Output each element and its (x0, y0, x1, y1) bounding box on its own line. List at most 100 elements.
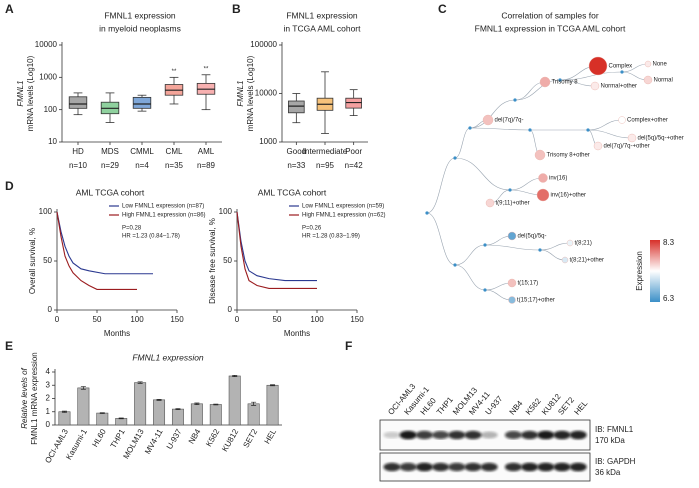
tree-edge (539, 242, 571, 251)
blot-band (448, 462, 466, 472)
node-label: t(15;17)+other (517, 298, 555, 304)
tree-junction (453, 156, 457, 160)
error-bar (61, 410, 67, 413)
bar (58, 411, 71, 426)
x-tick-label: AML (198, 147, 215, 156)
n-label: n=42 (345, 161, 364, 170)
chart-title: FMNL1 expression in TCGA AML cohort (475, 23, 626, 33)
panel-label: A (5, 2, 14, 16)
tree-node (588, 56, 608, 76)
lane-label: K562 (524, 396, 543, 417)
chart-title: AML TCGA cohort (76, 187, 145, 197)
tree-node (566, 239, 574, 247)
x-tick-label: NB4 (187, 427, 203, 445)
tree-node (590, 81, 600, 91)
lane-label: NB4 (508, 399, 525, 417)
tree-node (485, 198, 495, 208)
tree-edge (454, 127, 471, 159)
x-tick-label: 0 (55, 315, 60, 324)
tree-junction (528, 128, 532, 132)
legend-label: Low FMNL1 expression (n=59) (302, 204, 384, 210)
tree-edge (539, 249, 566, 261)
tree-node (536, 188, 550, 202)
tree-junction (620, 70, 624, 74)
blot-band (553, 462, 571, 472)
box (288, 100, 305, 114)
node-label: Trisomy 8+other (547, 153, 590, 159)
error-bar (80, 386, 86, 390)
blot-band (504, 462, 522, 472)
blot-band (448, 430, 466, 440)
chart-title: in myeloid neoplasms (99, 23, 181, 33)
bar (171, 408, 184, 426)
node-label: inv(16) (549, 176, 567, 182)
x-tick-label: 50 (93, 315, 102, 324)
node-label: Trisomy 8 (552, 80, 579, 86)
panel-label: E (5, 339, 13, 353)
tree-node (508, 296, 516, 304)
x-tick-label: 100 (310, 315, 324, 324)
y-tick-label: 4 (46, 367, 51, 376)
node-label: del(7q)/7q-+other (604, 144, 650, 150)
x-tick-label: Intermediate (303, 147, 348, 156)
x-tick-label: U-937 (165, 427, 184, 451)
tree-edge (469, 99, 516, 129)
legend-label: Low FMNL1 expression (n=87) (122, 204, 204, 210)
y-tick-label: 3 (46, 380, 51, 389)
y-tick-label: 10000 (255, 89, 278, 98)
bar (209, 404, 222, 426)
box (68, 96, 88, 109)
blot-band (464, 462, 482, 472)
bar (190, 403, 203, 426)
x-tick-label: 0 (235, 315, 240, 324)
survival-curve (236, 211, 317, 289)
panel-label: B (232, 2, 241, 16)
tree-junction (538, 248, 542, 252)
node-label: del(5q)/5q- (518, 234, 547, 240)
tree-edge (509, 177, 544, 191)
node-label: t(15;17) (518, 281, 539, 287)
x-tick-label: HL60 (90, 427, 108, 449)
colorbar-min: 6.3 (663, 294, 675, 303)
tree-node (539, 76, 551, 88)
tree-junction (508, 188, 512, 192)
y-tick-label: 50 (223, 256, 232, 265)
n-label: n=89 (197, 161, 216, 170)
annotation: P=0.28 (122, 226, 142, 232)
tree-node (534, 149, 546, 161)
error-bar (251, 401, 257, 406)
antibody-label: IB: GAPDH (595, 457, 636, 466)
tree-node (482, 114, 494, 126)
x-tick-label: 150 (350, 315, 364, 324)
chart-title: Correlation of samples for (501, 10, 598, 20)
chart-title: FMNL1 expression (104, 10, 176, 20)
x-tick-label: KU812 (220, 427, 240, 453)
tree-node (507, 231, 517, 241)
y-axis-label: Disease free survival, % (208, 218, 217, 304)
panel-label: D (5, 179, 14, 193)
tree-edge (559, 71, 623, 81)
n-label: n=35 (165, 161, 184, 170)
panel-label: C (438, 2, 447, 16)
x-tick-label: Good (287, 147, 307, 156)
tree-junction (425, 211, 429, 215)
bar (153, 399, 166, 426)
y-tick-label: 100 (44, 105, 58, 114)
legend-label: High FMNL1 expression (n=62) (302, 213, 386, 219)
node-label: del(7q)/7q- (495, 118, 524, 124)
y-tick-label: 50 (43, 256, 52, 265)
annotation: P=0.26 (302, 226, 322, 232)
tree-node (627, 133, 637, 143)
error-bar (175, 408, 181, 410)
colorbar (650, 240, 660, 302)
significance: ** (172, 69, 177, 75)
tree-node (507, 278, 517, 288)
x-tick-label: MV4-11 (143, 427, 165, 456)
y-tick-label: 2 (46, 394, 51, 403)
x-tick-label: SET2 (241, 427, 259, 449)
size-label: 170 kDa (595, 436, 625, 445)
chart-title: AML TCGA cohort (258, 187, 327, 197)
n-label: n=95 (316, 161, 335, 170)
node-label: Normal+other (601, 84, 638, 90)
x-tick-label: Poor (345, 147, 362, 156)
